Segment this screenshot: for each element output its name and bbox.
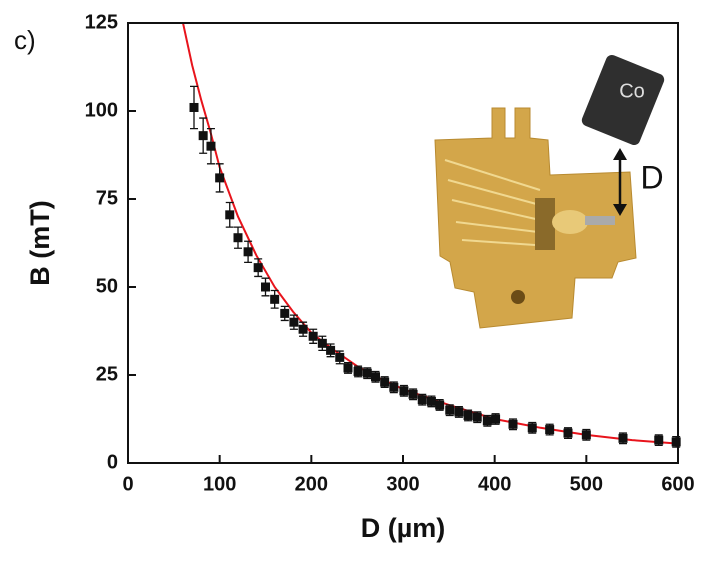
data-point <box>545 425 555 435</box>
data-point <box>417 395 427 405</box>
x-tick-label: 300 <box>386 473 419 495</box>
data-point <box>426 396 436 406</box>
data-point <box>527 423 537 433</box>
y-tick-label: 125 <box>85 11 118 33</box>
x-tick-label: 400 <box>478 473 511 495</box>
data-point <box>508 419 518 429</box>
data-point <box>654 435 664 445</box>
data-point <box>445 405 455 415</box>
x-tick-label: 0 <box>122 473 133 495</box>
data-point <box>298 324 308 334</box>
data-point <box>225 210 235 220</box>
x-tick-label: 500 <box>570 473 603 495</box>
data-point <box>463 410 473 420</box>
x-tick-label: 600 <box>661 473 694 495</box>
data-point <box>343 363 353 373</box>
data-point <box>243 247 253 257</box>
data-point <box>198 131 208 141</box>
x-tick-label: 100 <box>203 473 236 495</box>
data-point <box>280 308 290 318</box>
data-point <box>371 372 380 382</box>
data-point <box>454 407 464 417</box>
data-point <box>671 437 681 447</box>
data-point <box>581 430 591 440</box>
data-point <box>215 173 225 183</box>
data-point <box>308 331 318 341</box>
data-point <box>482 416 492 426</box>
plot-frame <box>127 22 679 464</box>
data-point <box>408 389 418 399</box>
x-axis-title: D (µm) <box>361 513 446 543</box>
data-point <box>270 294 280 304</box>
data-point <box>435 400 445 410</box>
inset-label: D <box>640 159 663 195</box>
data-point <box>253 263 263 273</box>
data-point <box>261 282 270 292</box>
y-tick-label: 0 <box>107 451 118 473</box>
y-tick-label: 50 <box>96 275 118 297</box>
inset-label: Co <box>619 80 645 102</box>
y-tick-label: 25 <box>96 363 118 385</box>
panel-label: c) <box>14 25 36 55</box>
data-point <box>380 377 390 387</box>
data-point <box>399 386 409 396</box>
y-tick-label: 75 <box>96 187 118 209</box>
data-point <box>326 345 336 355</box>
data-point <box>353 366 363 376</box>
data-point <box>289 317 299 327</box>
data-point <box>472 412 482 422</box>
data-point <box>189 102 199 112</box>
data-point <box>233 233 243 243</box>
data-point <box>317 338 327 348</box>
y-tick-label: 100 <box>85 99 118 121</box>
data-point <box>335 352 345 362</box>
data-point <box>618 433 628 443</box>
data-point <box>491 414 501 424</box>
data-point <box>563 428 573 438</box>
inset-photo <box>434 54 665 329</box>
data-point <box>362 368 372 378</box>
data-point <box>206 141 216 151</box>
x-tick-label: 200 <box>295 473 328 495</box>
data-point <box>389 382 399 392</box>
y-axis-title: B (mT) <box>25 200 55 285</box>
